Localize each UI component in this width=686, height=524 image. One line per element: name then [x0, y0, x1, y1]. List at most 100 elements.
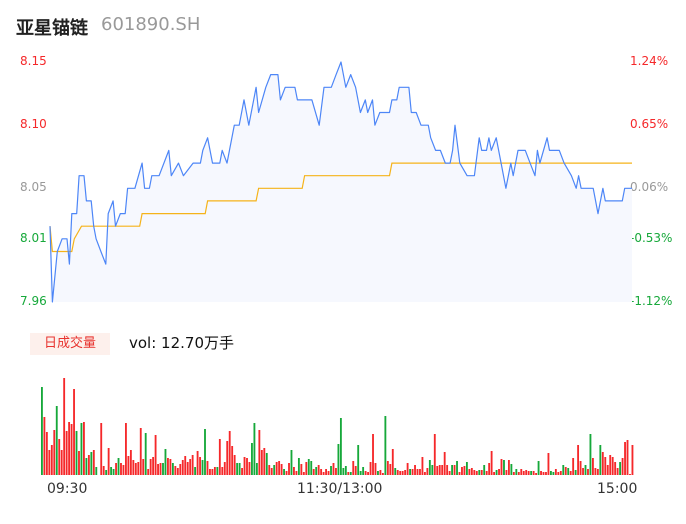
volume-bar — [85, 458, 88, 475]
volume-bar — [265, 453, 268, 475]
volume-bar — [475, 471, 478, 475]
volume-bar — [554, 469, 557, 475]
volume-bar — [216, 467, 219, 475]
volume-bar — [204, 429, 206, 475]
volume-bar — [258, 430, 261, 475]
volume-bar — [443, 452, 446, 475]
volume-bar — [236, 463, 239, 475]
volume-bar — [315, 467, 318, 475]
volume-bar — [278, 461, 281, 475]
volume-bar — [564, 467, 567, 475]
volume-bar — [43, 417, 46, 475]
volume-bar — [95, 467, 98, 475]
volume-bar — [209, 469, 211, 475]
volume-bar — [431, 465, 434, 475]
volume-bar — [574, 470, 577, 475]
volume-bar — [480, 470, 483, 475]
volume-bar — [189, 459, 192, 475]
volume-bar — [122, 465, 125, 475]
volume-bar — [421, 457, 424, 475]
volume-bar — [483, 465, 486, 475]
volume-bar — [503, 460, 505, 475]
volume-bar — [231, 446, 234, 475]
percent-tick: 0.65% — [630, 117, 669, 132]
volume-bar — [495, 470, 498, 475]
volume-bar — [221, 467, 224, 475]
volume-bar — [268, 465, 271, 475]
volume-bar — [60, 450, 63, 475]
volume-bar — [102, 466, 105, 475]
volume-bar — [354, 466, 357, 475]
volume-bar — [169, 459, 172, 475]
volume-bar — [327, 471, 330, 475]
volume-bar — [283, 469, 285, 475]
volume-bar — [48, 450, 51, 475]
volume-bar — [147, 469, 150, 475]
volume-bar — [58, 439, 61, 475]
volume-bar — [100, 423, 103, 475]
volume-bar — [631, 445, 634, 475]
volume-bar — [241, 468, 243, 475]
volume-bar — [396, 470, 399, 475]
volume-bar — [300, 464, 303, 475]
volume-bar — [167, 458, 169, 475]
volume-bar — [530, 471, 533, 475]
volume-bar — [335, 468, 337, 475]
volume-bar — [152, 457, 155, 475]
volume-bar — [149, 459, 152, 475]
volume-bar — [589, 434, 592, 475]
volume-bar — [263, 448, 266, 475]
average-price-line — [49, 162, 632, 253]
volume-bar — [473, 470, 476, 475]
volume-bar — [55, 406, 58, 475]
percent-tick: -1.12% — [630, 294, 673, 308]
volume-bar — [624, 442, 626, 475]
volume-bar — [223, 462, 226, 475]
volume-bar — [485, 471, 488, 475]
volume-bar — [154, 435, 157, 475]
volume-bar — [218, 439, 221, 475]
volume-bar — [181, 460, 184, 475]
volume-bar — [322, 472, 325, 475]
volume-bar — [75, 431, 78, 475]
price-tick: 8.10 — [20, 117, 47, 132]
volume-bar — [142, 459, 145, 475]
volume-bar — [206, 461, 209, 475]
volume-bar — [312, 469, 315, 475]
volume-bar — [255, 463, 258, 475]
volume-bar — [468, 469, 471, 475]
volume-bar — [404, 470, 407, 475]
volume-bar — [549, 471, 552, 475]
volume-bar — [498, 469, 500, 475]
volume-bar — [139, 428, 142, 475]
volume-bar — [470, 468, 473, 475]
volume-bar — [611, 457, 614, 475]
volume-bar — [619, 462, 622, 475]
volume-bar — [129, 450, 132, 475]
volume-bar — [559, 471, 562, 475]
volume-bar — [488, 463, 491, 475]
volume-bar — [512, 472, 515, 475]
volume-bar — [505, 470, 508, 475]
stock-code: 601890.SH — [101, 14, 201, 35]
volume-bar — [520, 469, 523, 475]
volume-bar — [401, 471, 404, 475]
volume-bar — [604, 457, 607, 475]
volume-bar — [359, 471, 362, 475]
volume-bar — [196, 451, 199, 475]
volume-bar — [342, 468, 345, 475]
volume-bar — [453, 465, 456, 475]
volume-bar — [115, 463, 117, 475]
volume-bar — [159, 463, 162, 475]
volume-bar — [367, 472, 369, 475]
volume-tab[interactable]: 日成交量 — [30, 333, 110, 355]
volume-bar — [587, 469, 589, 475]
volume-bar — [517, 472, 520, 475]
price-tick: 8.15 — [20, 54, 47, 68]
volume-bar — [542, 472, 545, 475]
volume-bar — [285, 471, 288, 475]
x-tick-close: 15:00 — [597, 481, 638, 497]
volume-bar — [391, 449, 394, 475]
volume-bar — [441, 465, 444, 475]
